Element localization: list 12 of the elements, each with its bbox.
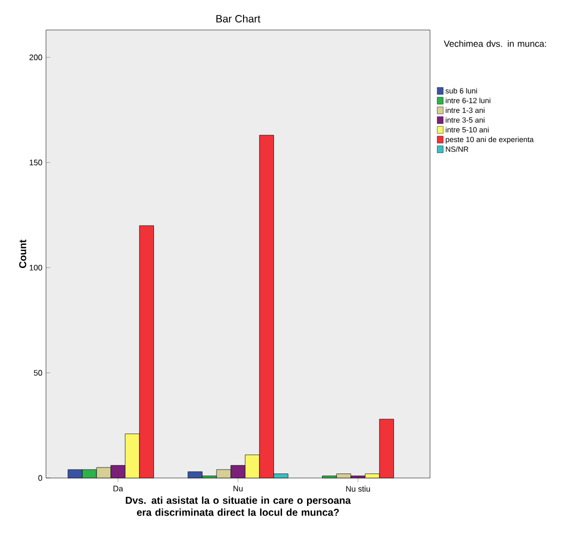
x-tick-label: Nu [234,486,243,492]
y-tick-label: 0 [38,475,42,481]
y-tick-label: 50 [34,370,42,376]
legend-title: Vechimea dvs. in munca: [444,40,546,47]
y-axis-title: Count [19,240,26,268]
y-tick-label: 200 [30,54,42,60]
chart-title: Bar Chart [216,14,260,22]
x-tick-label: Da [114,486,124,492]
y-tick-label: 100 [30,264,42,270]
x-axis-title: Dvs. ati asistat la o situatie in care o persoana era discriminata direct la locul de munca? [126,496,351,516]
x-tick-label: Nu stiu [346,486,370,492]
y-tick-label: 150 [30,160,42,166]
